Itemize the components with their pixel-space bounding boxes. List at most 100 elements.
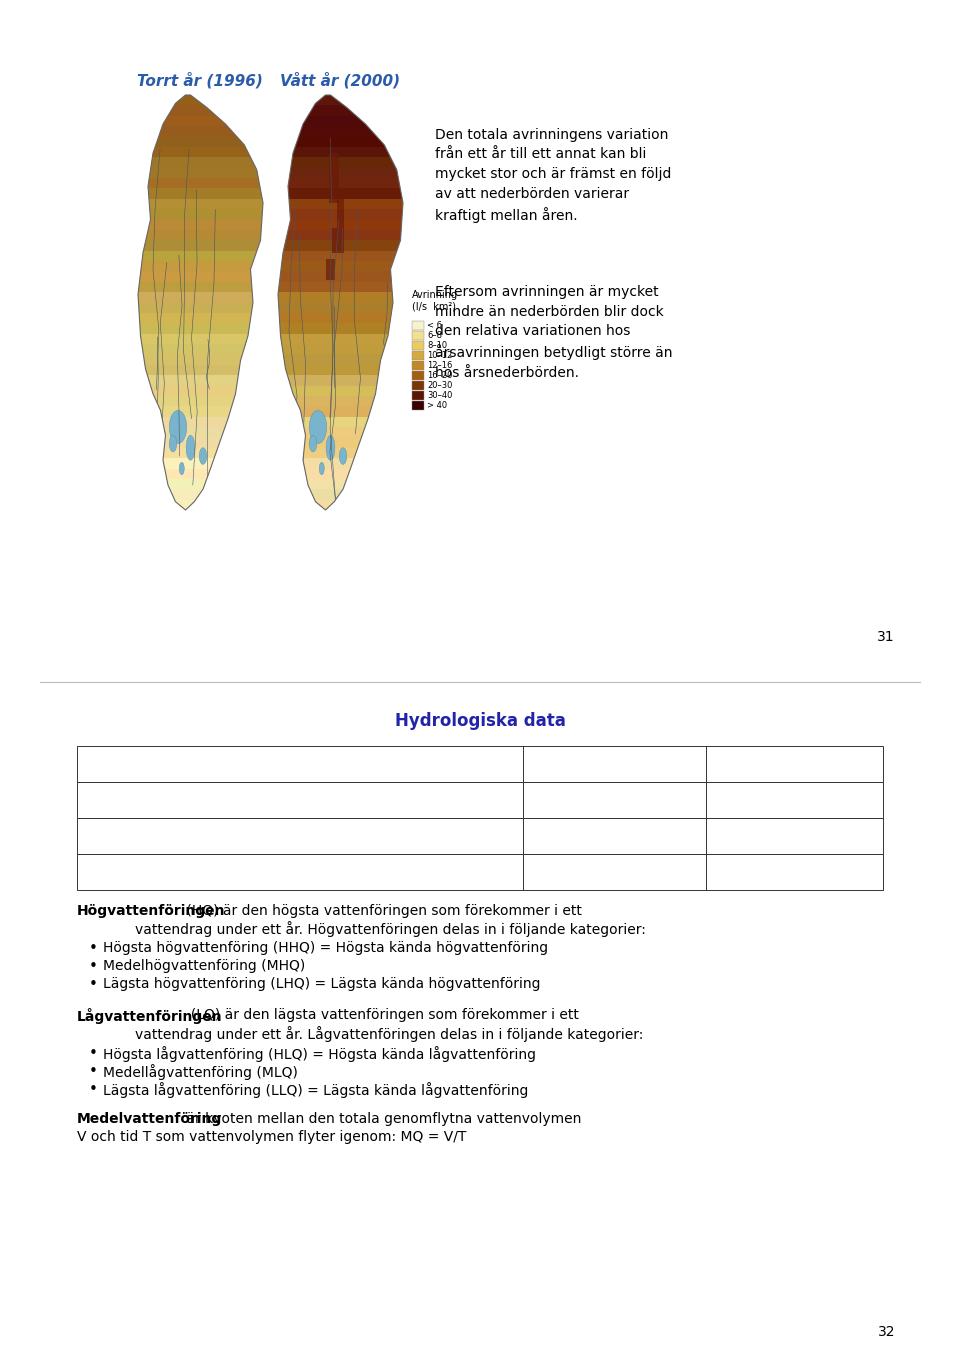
Bar	[412, 381, 424, 390]
Ellipse shape	[180, 462, 184, 474]
Polygon shape	[278, 261, 403, 272]
Polygon shape	[138, 241, 263, 250]
Polygon shape	[278, 272, 403, 282]
Polygon shape	[329, 153, 339, 202]
Text: W: W	[531, 864, 545, 879]
Polygon shape	[278, 302, 403, 313]
Polygon shape	[278, 406, 403, 417]
Polygon shape	[138, 354, 263, 365]
Ellipse shape	[309, 435, 317, 452]
Polygon shape	[138, 344, 263, 354]
Text: Lägsta lågvattenföring (LLQ) = Lägsta kända lågvattenföring: Lägsta lågvattenföring (LLQ) = Lägsta kä…	[103, 1081, 528, 1098]
Polygon shape	[138, 396, 263, 406]
Text: 2: 2	[766, 787, 772, 797]
Polygon shape	[278, 448, 403, 458]
Polygon shape	[138, 406, 263, 417]
Text: specifik avrinning (avrinning per ytenhet):: specifik avrinning (avrinning per ytenhe…	[84, 793, 378, 807]
Polygon shape	[138, 478, 263, 489]
Polygon shape	[278, 189, 403, 198]
Polygon shape	[278, 146, 403, 157]
Polygon shape	[337, 194, 345, 228]
Polygon shape	[278, 126, 403, 137]
Polygon shape	[138, 365, 263, 375]
Text: Högsta högvattenföring (HHQ) = Högsta kända högvattenföring: Högsta högvattenföring (HHQ) = Högsta kä…	[103, 942, 548, 956]
Polygon shape	[278, 458, 403, 469]
Polygon shape	[278, 178, 403, 189]
Polygon shape	[278, 437, 403, 448]
Polygon shape	[278, 168, 403, 178]
Polygon shape	[138, 250, 263, 261]
Bar	[412, 340, 424, 350]
Text: är kvoten mellan den totala genomflytna vattenvolymen: är kvoten mellan den totala genomflytna …	[182, 1113, 582, 1126]
Text: V och tid T som vattenvolymen flyter igenom: MQ = V/T: V och tid T som vattenvolymen flyter ige…	[77, 1131, 467, 1144]
Polygon shape	[138, 427, 263, 437]
Text: 6–8: 6–8	[427, 331, 442, 340]
Polygon shape	[138, 178, 263, 189]
Polygon shape	[138, 137, 263, 146]
Polygon shape	[138, 313, 263, 323]
Polygon shape	[278, 323, 403, 334]
Polygon shape	[278, 417, 403, 427]
Text: Torrt år (1996): Torrt år (1996)	[137, 72, 263, 89]
Polygon shape	[138, 272, 263, 282]
Text: 3: 3	[726, 823, 732, 834]
Polygon shape	[278, 209, 403, 220]
Polygon shape	[138, 126, 263, 137]
Ellipse shape	[339, 448, 347, 465]
Polygon shape	[278, 396, 403, 406]
Text: Medellågvattenföring (MLQ): Medellågvattenföring (MLQ)	[103, 1064, 298, 1080]
Polygon shape	[278, 334, 403, 344]
Polygon shape	[138, 323, 263, 334]
Polygon shape	[138, 334, 263, 344]
Polygon shape	[332, 228, 345, 253]
Polygon shape	[278, 427, 403, 437]
Text: 8–10: 8–10	[427, 340, 447, 350]
Ellipse shape	[320, 462, 324, 474]
Polygon shape	[278, 375, 403, 385]
Polygon shape	[138, 375, 263, 385]
Polygon shape	[138, 437, 263, 448]
Text: vattendrag under ett år. Lågvattenföringen delas in i följande kategorier:: vattendrag under ett år. Lågvattenföring…	[134, 1025, 643, 1042]
Polygon shape	[278, 344, 403, 354]
Bar	[412, 370, 424, 380]
Text: /s: /s	[735, 828, 747, 842]
Text: •: •	[88, 977, 98, 992]
Text: Högsta lågvattenföring (HLQ) = Högsta kända lågvattenföring: Högsta lågvattenföring (HLQ) = Högsta kä…	[103, 1046, 536, 1062]
Polygon shape	[138, 94, 263, 105]
Text: Medelhögvattenföring (MHQ): Medelhögvattenföring (MHQ)	[103, 960, 305, 973]
Text: < 6: < 6	[427, 321, 442, 329]
Text: Lågvattenföringen: Lågvattenföringen	[77, 1007, 223, 1024]
Text: vattenföring: vattenföring	[84, 828, 171, 842]
Text: Den totala avrinningens variation
från ett år till ett annat kan bli
mycket stor: Den totala avrinningens variation från e…	[435, 128, 671, 223]
Text: Eftersom avrinningen är mycket
mindre än nederbörden blir dock
den relativa vari: Eftersom avrinningen är mycket mindre än…	[435, 284, 673, 380]
Text: 31: 31	[877, 630, 895, 644]
Polygon shape	[278, 293, 403, 302]
Polygon shape	[278, 230, 403, 241]
Text: •: •	[88, 1046, 98, 1061]
Polygon shape	[278, 499, 403, 510]
Polygon shape	[138, 146, 263, 157]
Polygon shape	[278, 220, 403, 230]
Bar	[412, 401, 424, 410]
Text: Högvattenföringen: Högvattenföringen	[77, 904, 226, 917]
Polygon shape	[138, 189, 263, 198]
Polygon shape	[278, 478, 403, 489]
Text: •: •	[88, 1064, 98, 1079]
Ellipse shape	[169, 435, 177, 452]
Polygon shape	[278, 250, 403, 261]
Polygon shape	[278, 282, 403, 293]
Text: 30–40: 30–40	[427, 391, 452, 401]
Polygon shape	[138, 282, 263, 293]
Text: Hydrologiska data: Hydrologiska data	[395, 711, 565, 730]
Bar	[77, 853, 883, 890]
Polygon shape	[278, 469, 403, 478]
Text: Lägsta högvattenföring (LHQ) = Lägsta kända högvattenföring: Lägsta högvattenföring (LHQ) = Lägsta kä…	[103, 977, 540, 991]
Ellipse shape	[169, 410, 187, 444]
Polygon shape	[326, 258, 335, 280]
Polygon shape	[278, 94, 403, 105]
Polygon shape	[278, 157, 403, 168]
Text: Medelvattenföring: Medelvattenföring	[77, 1113, 222, 1126]
Polygon shape	[138, 385, 263, 396]
Polygon shape	[138, 417, 263, 427]
Polygon shape	[278, 489, 403, 499]
